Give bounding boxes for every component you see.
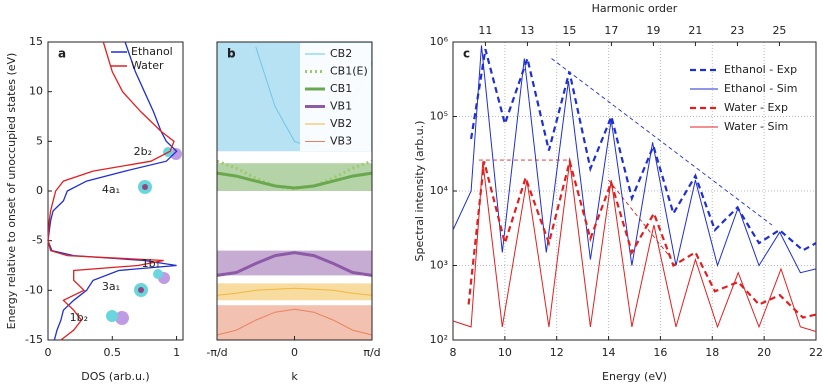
annotation: 1b₁ xyxy=(142,257,160,270)
x-axis-label: Energy (eV) xyxy=(602,370,667,383)
x2-tick-label: 21 xyxy=(688,24,702,37)
x-axis-label: k xyxy=(291,370,298,383)
x-tick-label: 20 xyxy=(757,346,771,359)
x2-tick-label: 15 xyxy=(562,24,576,37)
x-tick-label: 22 xyxy=(809,346,823,359)
x-tick-label: 12 xyxy=(550,346,564,359)
spectrum-line xyxy=(470,48,817,252)
x2-tick-label: 25 xyxy=(772,24,786,37)
y-tick-label: -10 xyxy=(25,283,43,296)
y-tick-label: 0 xyxy=(36,184,43,197)
y-tick-label: 10⁴ xyxy=(430,184,449,197)
x-tick-label: 1 xyxy=(173,346,180,359)
legend-label: VB2 xyxy=(330,117,352,130)
y-tick-label: 10² xyxy=(430,333,448,346)
x2-tick-label: 11 xyxy=(478,24,492,37)
x-axis-label: DOS (arb.u.) xyxy=(81,370,149,383)
x-tick-label: 0.5 xyxy=(104,346,122,359)
band-curve xyxy=(216,287,373,296)
x-tick-label: 10 xyxy=(498,346,512,359)
legend-label: CB2 xyxy=(330,47,352,60)
panel-label: b xyxy=(227,47,236,61)
legend-label: Water - Exp xyxy=(724,101,788,114)
band-region xyxy=(217,283,372,301)
x-tick-label: 8 xyxy=(450,346,457,359)
legend-label: CB1(E) xyxy=(330,65,368,78)
x2-tick-label: 13 xyxy=(520,24,534,37)
guide-line xyxy=(608,179,669,255)
legend-label: Water xyxy=(131,59,164,72)
band-curve xyxy=(216,171,373,190)
panel-label: b xyxy=(227,47,236,61)
dos-line xyxy=(47,41,178,341)
y-tick-label: 10⁵ xyxy=(430,110,448,123)
x2-tick-label: 19 xyxy=(646,24,660,37)
x-tick-label: -π/d xyxy=(206,346,227,359)
x-tick-label: 18 xyxy=(705,346,719,359)
band-curve xyxy=(216,308,373,336)
x2-tick-label: 23 xyxy=(730,24,744,37)
spectrum-line xyxy=(452,45,817,274)
panel-label: c xyxy=(463,47,470,61)
legend-box xyxy=(300,43,371,151)
legend-label: CB1 xyxy=(330,82,352,95)
legend-label: Ethanol - Exp xyxy=(724,63,797,76)
band-region xyxy=(217,305,372,340)
y-tick-label: -5 xyxy=(32,234,43,247)
x-tick-label: 14 xyxy=(602,346,616,359)
annotation: 4a₁ xyxy=(102,183,120,196)
x2-axis-label: Harmonic order xyxy=(592,2,678,15)
y-tick-label: 5 xyxy=(36,134,43,147)
legend-label: Water - Sim xyxy=(724,120,788,133)
y-tick-label: 10 xyxy=(29,85,43,98)
y-tick-label: 10³ xyxy=(430,259,448,272)
dos-line xyxy=(47,41,175,341)
band-curve xyxy=(216,251,373,277)
annotation: 3a₁ xyxy=(102,280,120,293)
legend-label: Ethanol - Sim xyxy=(724,82,797,95)
spectrum-line xyxy=(452,161,817,332)
y-tick-label: 10⁶ xyxy=(430,35,449,48)
band-region xyxy=(217,250,372,276)
legend-label: VB1 xyxy=(330,100,352,113)
orbital-icons xyxy=(106,147,182,325)
y-tick-label: -15 xyxy=(25,333,43,346)
x-tick-label: π/d xyxy=(363,346,380,359)
spectrum-line xyxy=(467,157,817,319)
x-tick-label: 16 xyxy=(653,346,667,359)
y-tick-label: 15 xyxy=(29,35,43,48)
panel-label: a xyxy=(58,47,66,61)
y-axis-label: Spectral intensity (arb.u.) xyxy=(413,121,426,262)
annotation: 1b₂ xyxy=(70,311,88,324)
y-axis-label: Energy relative to onset of unoccupied s… xyxy=(5,53,18,330)
x-tick-label: 0 xyxy=(45,346,52,359)
x2-tick-label: 17 xyxy=(604,24,618,37)
annotation: 2b₂ xyxy=(134,145,152,158)
legend-label: Ethanol xyxy=(131,45,173,58)
legend-label: VB3 xyxy=(330,135,352,148)
x-tick-label: 0 xyxy=(291,346,298,359)
